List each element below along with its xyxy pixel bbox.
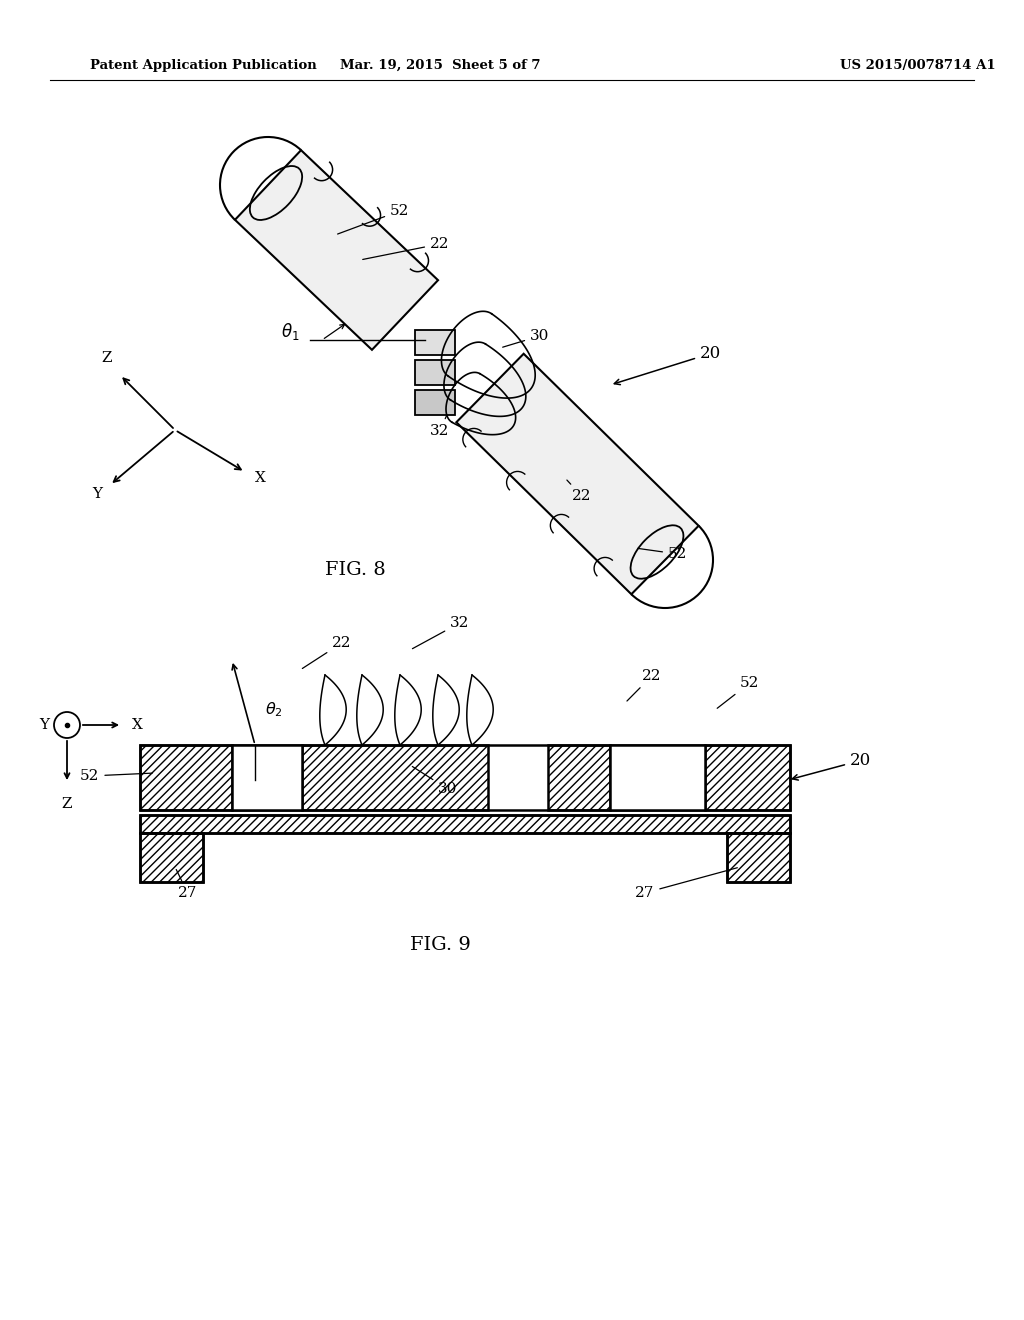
Text: 30: 30 [413, 767, 458, 796]
Text: $\theta_2$: $\theta_2$ [265, 701, 283, 719]
Text: 20: 20 [614, 345, 721, 384]
Bar [705, 744, 790, 810]
Text: 52: 52 [80, 770, 153, 783]
Polygon shape [415, 389, 455, 414]
Text: US 2015/0078714 A1: US 2015/0078714 A1 [840, 58, 995, 71]
Text: 22: 22 [627, 669, 662, 701]
Bar [705, 744, 790, 810]
Bar [140, 744, 790, 810]
Bar [548, 744, 610, 810]
Text: Z: Z [101, 351, 113, 366]
Bar [140, 814, 790, 833]
Bar [610, 744, 705, 810]
Text: 27: 27 [176, 870, 198, 900]
Bar [140, 833, 203, 882]
Circle shape [54, 711, 80, 738]
Text: Patent Application Publication: Patent Application Publication [90, 58, 316, 71]
Text: Y: Y [92, 487, 102, 502]
Text: Y: Y [39, 718, 49, 733]
Polygon shape [457, 354, 698, 594]
Text: 22: 22 [567, 480, 592, 503]
Bar [727, 833, 790, 882]
Bar [548, 744, 610, 810]
Text: 52: 52 [338, 205, 410, 234]
Text: $\theta_1$: $\theta_1$ [282, 322, 300, 342]
Text: FIG. 9: FIG. 9 [410, 936, 470, 954]
Text: Z: Z [61, 797, 73, 810]
Bar [140, 814, 790, 833]
Polygon shape [234, 150, 438, 350]
Bar [727, 833, 790, 882]
Text: X: X [132, 718, 143, 733]
Text: FIG. 8: FIG. 8 [325, 561, 385, 579]
Bar [232, 744, 302, 810]
Bar [140, 833, 203, 882]
Bar [727, 833, 790, 882]
Text: 30: 30 [503, 329, 549, 347]
Text: Mar. 19, 2015  Sheet 5 of 7: Mar. 19, 2015 Sheet 5 of 7 [340, 58, 541, 71]
Text: 32: 32 [430, 411, 450, 438]
Text: 22: 22 [362, 238, 450, 260]
Bar [302, 744, 488, 810]
Text: 27: 27 [635, 867, 737, 900]
Text: X: X [255, 471, 265, 484]
Bar [140, 744, 232, 810]
Polygon shape [415, 330, 455, 355]
Text: 52: 52 [638, 546, 687, 561]
Bar [140, 744, 232, 810]
Bar [140, 833, 203, 882]
Bar [140, 814, 790, 833]
Text: 32: 32 [413, 616, 469, 648]
Text: 22: 22 [302, 636, 351, 668]
Bar [302, 744, 488, 810]
Text: 20: 20 [793, 752, 871, 780]
Text: 52: 52 [717, 676, 760, 709]
Polygon shape [415, 360, 455, 385]
